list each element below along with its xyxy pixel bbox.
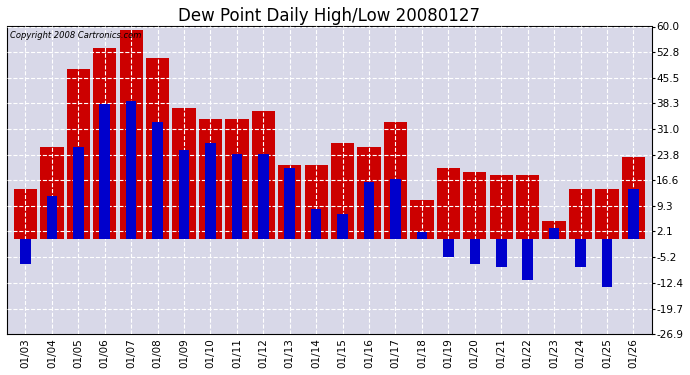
- Bar: [391, 178, 401, 239]
- Bar: [225, 118, 248, 239]
- Bar: [357, 147, 381, 239]
- Bar: [146, 58, 169, 239]
- Bar: [232, 154, 242, 239]
- Bar: [172, 108, 196, 239]
- Bar: [199, 118, 222, 239]
- Bar: [522, 239, 533, 279]
- Bar: [595, 189, 618, 239]
- Title: Dew Point Daily High/Low 20080127: Dew Point Daily High/Low 20080127: [179, 7, 480, 25]
- Bar: [622, 158, 645, 239]
- Bar: [602, 239, 612, 286]
- Bar: [437, 168, 460, 239]
- Bar: [469, 239, 480, 264]
- Bar: [542, 221, 566, 239]
- Bar: [384, 122, 407, 239]
- Bar: [569, 189, 592, 239]
- Bar: [628, 189, 639, 239]
- Bar: [463, 172, 486, 239]
- Bar: [47, 196, 57, 239]
- Bar: [205, 143, 216, 239]
- Bar: [152, 122, 163, 239]
- Bar: [258, 154, 268, 239]
- Bar: [126, 101, 137, 239]
- Bar: [549, 228, 560, 239]
- Bar: [179, 150, 189, 239]
- Bar: [73, 147, 83, 239]
- Bar: [278, 165, 302, 239]
- Bar: [40, 147, 63, 239]
- Bar: [14, 189, 37, 239]
- Bar: [331, 143, 354, 239]
- Bar: [252, 111, 275, 239]
- Bar: [496, 239, 506, 267]
- Bar: [119, 30, 143, 239]
- Bar: [20, 239, 31, 264]
- Bar: [490, 175, 513, 239]
- Bar: [99, 104, 110, 239]
- Bar: [411, 200, 433, 239]
- Bar: [364, 182, 375, 239]
- Bar: [304, 165, 328, 239]
- Bar: [67, 69, 90, 239]
- Bar: [443, 239, 453, 256]
- Bar: [575, 239, 586, 267]
- Bar: [516, 175, 540, 239]
- Bar: [284, 168, 295, 239]
- Bar: [311, 209, 322, 239]
- Text: Copyright 2008 Cartronics.com: Copyright 2008 Cartronics.com: [10, 31, 141, 40]
- Bar: [337, 214, 348, 239]
- Bar: [93, 48, 117, 239]
- Bar: [417, 232, 427, 239]
